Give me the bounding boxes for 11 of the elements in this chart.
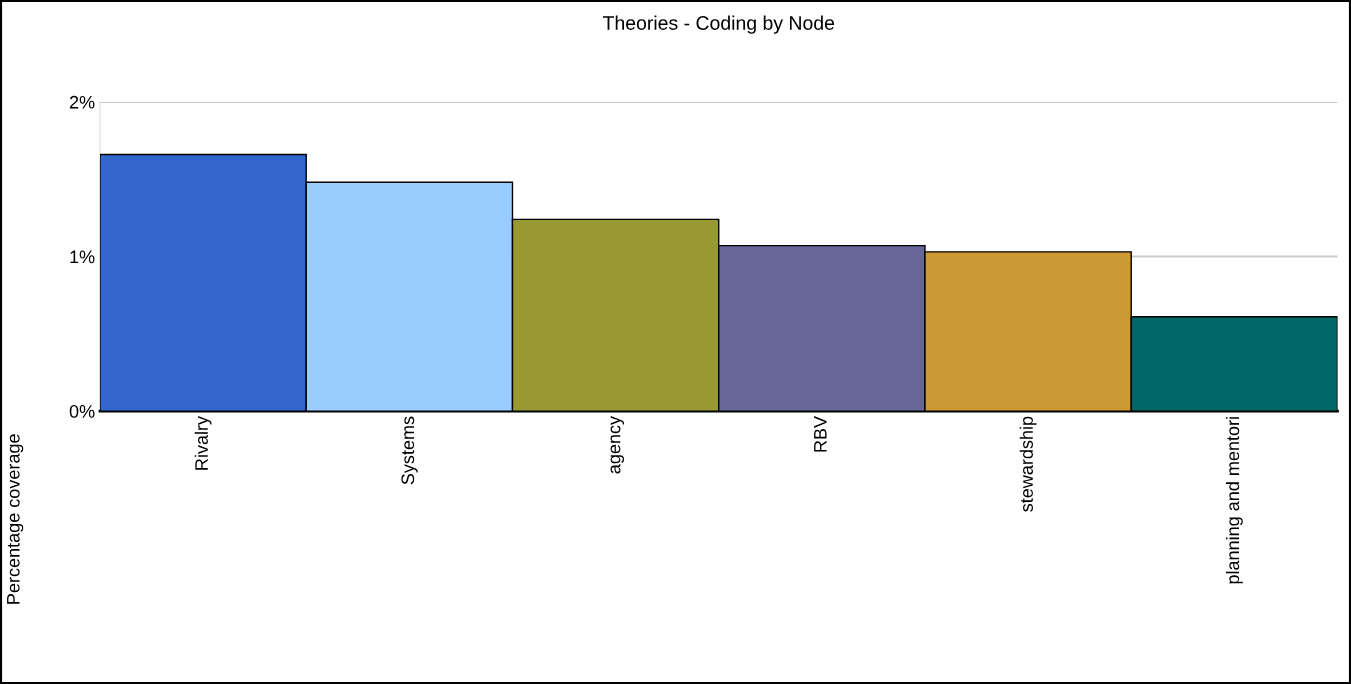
x-tick-label: agency (610, 415, 625, 474)
x-tick-label: planning and mentori (1225, 417, 1243, 584)
x-tick-label: stewardship (1019, 416, 1037, 512)
y-axis-title: Percentage coverage (7, 434, 24, 604)
x-tick-label: Systems (401, 416, 418, 485)
y-tick-label: 1% (70, 250, 95, 264)
x-tick-label: RBV (814, 416, 827, 452)
x-tick-label: Rivalry (194, 415, 212, 470)
y-tick-label: 2% (69, 95, 95, 109)
chart-title: Theories - Coding by Node (602, 15, 835, 34)
y-tick-label: 0% (69, 405, 95, 418)
